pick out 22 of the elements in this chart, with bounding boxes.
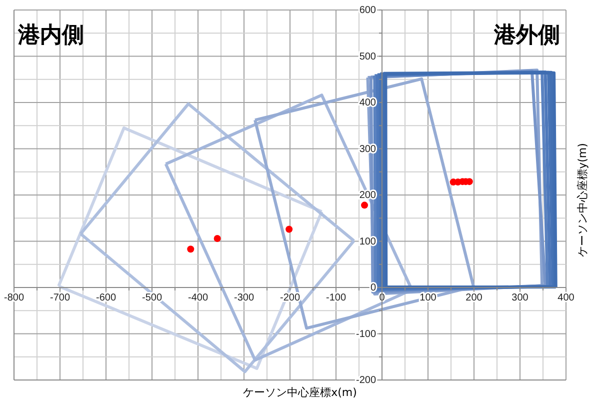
y-tick-label: -200 xyxy=(356,375,376,386)
y-axis-title: ケーソン中心座標y(m) xyxy=(576,143,589,257)
x-tick-label: -100 xyxy=(326,292,346,304)
y-tick-label: 600 xyxy=(359,5,376,16)
annotation: 港外側 xyxy=(493,23,560,48)
y-tick-label: 0 xyxy=(370,282,376,294)
y-tick-label: 500 xyxy=(359,51,376,62)
x-tick-label: -700 xyxy=(50,292,70,304)
x-tick-label: -800 xyxy=(4,292,24,304)
y-tick-label: 400 xyxy=(359,98,376,109)
x-tick-label: -300 xyxy=(234,292,254,304)
x-tick-label: -600 xyxy=(96,292,116,304)
x-axis-title: ケーソン中心座標x(m) xyxy=(243,386,357,399)
x-tick-label: -200 xyxy=(280,292,300,304)
y-tick-label: -100 xyxy=(356,328,376,340)
x-tick-label: 200 xyxy=(466,292,483,304)
y-tick-label: 200 xyxy=(359,190,376,202)
x-tick-label: -400 xyxy=(188,292,208,304)
annotation: 港内側 xyxy=(17,23,84,48)
x-tick-label: -500 xyxy=(142,292,162,304)
x-tick-label: 400 xyxy=(558,292,575,304)
x-tick-label: 300 xyxy=(512,292,529,304)
